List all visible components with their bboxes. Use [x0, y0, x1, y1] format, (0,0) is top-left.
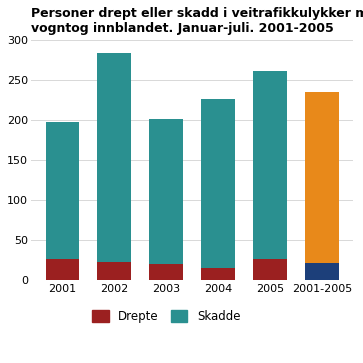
Bar	[45, 258, 79, 280]
Bar	[45, 122, 79, 258]
Bar	[97, 262, 131, 280]
Bar	[305, 92, 339, 262]
Bar	[201, 268, 235, 280]
Bar	[149, 119, 183, 264]
Bar	[97, 53, 131, 262]
Legend: Drepte, Skadde: Drepte, Skadde	[93, 310, 240, 323]
Bar	[149, 264, 183, 280]
Text: Personer drept eller skadd i veitrafikkulykker med
vogntog innblandet. Januar-ju: Personer drept eller skadd i veitrafikku…	[31, 7, 363, 35]
Bar	[201, 99, 235, 268]
Bar	[253, 259, 287, 280]
Bar	[305, 262, 339, 280]
Bar	[253, 71, 287, 259]
